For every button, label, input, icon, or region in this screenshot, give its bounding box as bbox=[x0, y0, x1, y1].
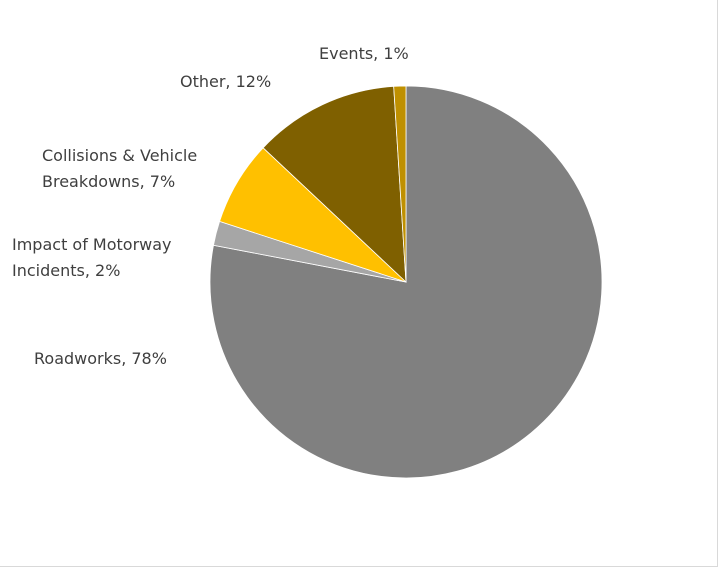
slice-label-impact-of-motorway-incidents: Impact of Motorway Incidents, 2% bbox=[12, 235, 172, 280]
slice-label-other: Other, 12% bbox=[180, 72, 271, 91]
pie-slice-roadworks bbox=[209, 85, 603, 479]
slice-labels: Roadworks, 78% Impact of Motorway Incident… bbox=[12, 44, 409, 368]
slice-label-events: Events, 1% bbox=[319, 44, 409, 63]
pie-slice-other bbox=[262, 85, 407, 283]
slice-label-roadworks: Roadworks, 78% bbox=[34, 349, 167, 368]
pie-slice-events bbox=[393, 85, 407, 283]
slice-label-collisions-vehicle-breakdowns: Collisions & Vehicle Breakdowns, 7% bbox=[42, 146, 197, 191]
pie-slices bbox=[209, 85, 603, 479]
